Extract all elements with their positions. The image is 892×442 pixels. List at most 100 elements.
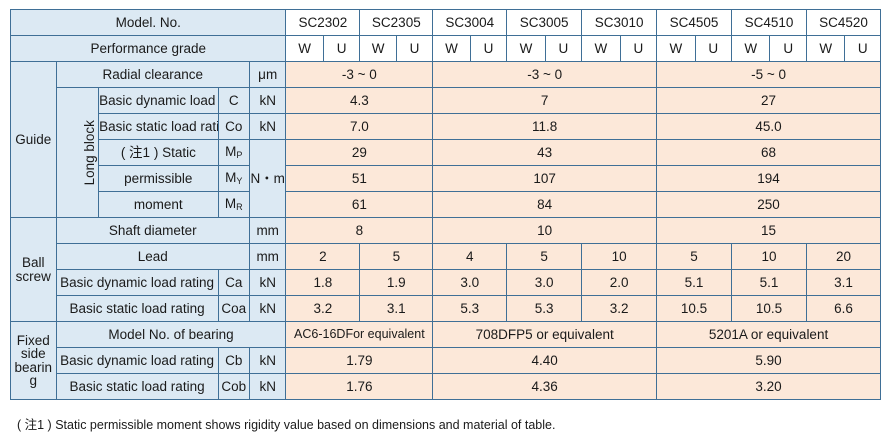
grade-cell: W	[805, 35, 846, 62]
long-block-label-cell: Long block	[55, 87, 100, 218]
moment-symbol-mr: MR	[217, 191, 250, 218]
guide-dynamic-row: Long block Basic dynamic load rating C k…	[11, 87, 881, 218]
value-cell: 5201A or equivalent	[656, 321, 881, 348]
value-cell: 10	[432, 217, 658, 244]
model-header: SC4510	[731, 9, 807, 36]
value-cell: 10.5	[656, 295, 733, 322]
guide-static-unit: kN	[248, 113, 287, 140]
grade-cell: W	[731, 35, 771, 62]
guide-static-label: Basic static load rating	[98, 113, 219, 140]
performance-grade-label: Performance grade	[9, 35, 287, 62]
moment-symbol-mp: MP	[217, 139, 250, 166]
bearing-model-label: Model No. of bearing	[55, 321, 287, 348]
long-block-label: Long block	[81, 119, 97, 186]
grade-cell: U	[544, 35, 583, 62]
ball-screw-section-label: Ball screw	[10, 217, 57, 322]
grade-cell: W	[285, 35, 324, 62]
bearing-dynamic-symbol: Cb	[217, 347, 250, 374]
guide-dynamic-symbol: C	[217, 87, 250, 114]
value-cell: 5.3	[432, 295, 508, 322]
grade-cell: U	[844, 35, 881, 62]
screw-static-row: Basic static load rating Coa kN 3.2 3.1 …	[11, 295, 882, 322]
bearing-static-label: Basic static load rating	[55, 373, 219, 400]
bearing-static-unit: kN	[248, 373, 287, 400]
value-cell: 1.76	[285, 373, 434, 400]
shaft-diameter-label: Shaft diameter	[55, 217, 250, 244]
value-cell: 3.0	[506, 269, 583, 296]
lead-label: Lead	[55, 243, 250, 270]
shaft-diameter-row: Ball screw Shaft diameter mm 8 10 15	[10, 217, 881, 322]
value-cell: 4	[432, 243, 508, 270]
value-cell: 1.79	[285, 347, 434, 374]
moment-label-line3: moment	[98, 191, 219, 218]
bearing-dynamic-row: Basic dynamic load rating Cb kN 1.79 4.4…	[11, 347, 881, 374]
value-cell: 2.0	[581, 269, 658, 296]
value-cell: 8	[285, 217, 434, 244]
guide-section-label: Guide	[10, 61, 57, 218]
value-cell: 3.2	[285, 295, 361, 322]
value-cell: 5	[359, 243, 434, 270]
value-cell: 5.90	[656, 347, 881, 374]
model-header: SC4505	[656, 9, 733, 36]
spec-table: Model. No. SC2302 SC2305 SC3004 SC3005 S…	[9, 9, 882, 400]
radial-clearance-row: Guide Radial clearance μm -3 ~ 0 -3 ~ 0 …	[10, 61, 881, 218]
value-cell: 6.6	[805, 295, 882, 322]
grade-cell: W	[432, 35, 471, 62]
grade-cell: W	[506, 35, 546, 62]
guide-static-row: Basic static load rating Co kN 7.0 11.8 …	[11, 113, 881, 140]
moment-label-line2: permissible	[98, 165, 219, 192]
model-no-label: Model. No.	[9, 9, 287, 36]
grade-cell: U	[619, 35, 658, 62]
value-cell: 4.3	[285, 87, 434, 114]
value-cell: -3 ~ 0	[285, 61, 434, 88]
grade-cell: W	[581, 35, 621, 62]
guide-dynamic-label: Basic dynamic load rating	[98, 87, 219, 114]
value-cell: 3.20	[656, 373, 881, 400]
value-cell: 10	[731, 243, 807, 270]
value-cell: 10.5	[731, 295, 807, 322]
screw-dynamic-unit: kN	[248, 269, 287, 296]
screw-static-unit: kN	[248, 295, 287, 322]
screw-dynamic-label: Basic dynamic load rating	[55, 269, 219, 296]
value-cell: 194	[656, 165, 881, 192]
value-cell: 5	[656, 243, 733, 270]
value-cell: 43	[432, 139, 658, 166]
grade-cell: U	[694, 35, 733, 62]
moment-mr-row: moment MR 61 84 250	[11, 191, 881, 218]
bearing-static-symbol: Cob	[217, 373, 250, 400]
radial-clearance-unit: μm	[248, 61, 287, 88]
value-cell: 68	[656, 139, 881, 166]
value-cell: 10	[581, 243, 658, 270]
bearing-model-row: Fixed side bearin g Model No. of bearing AC…	[10, 321, 881, 400]
value-cell: 250	[656, 191, 881, 218]
grade-cell: U	[395, 35, 434, 62]
grade-cell: U	[769, 35, 807, 62]
grade-cell: U	[469, 35, 508, 62]
lead-row: Lead mm 2 5 4 5 10 5 10 20	[11, 243, 882, 270]
screw-dynamic-symbol: Ca	[217, 269, 250, 296]
model-header: SC3004	[432, 9, 508, 36]
guide-static-symbol: Co	[217, 113, 250, 140]
screw-static-symbol: Coa	[217, 295, 250, 322]
value-cell: 7	[432, 87, 658, 114]
fixed-side-bearing-section-label: Fixed side bearin g	[10, 321, 57, 400]
lead-unit: mm	[248, 243, 287, 270]
value-cell: 3.2	[581, 295, 658, 322]
bearing-dynamic-label: Basic dynamic load rating	[55, 347, 219, 374]
value-cell: 3.0	[432, 269, 508, 296]
model-row: Model. No. SC2302 SC2305 SC3004 SC3005 S…	[9, 9, 882, 36]
bearing-static-row: Basic static load rating Cob kN 1.76 4.3…	[11, 373, 881, 400]
bearing-dynamic-unit: kN	[248, 347, 287, 374]
model-header: SC4520	[805, 9, 882, 36]
value-cell: 51	[285, 165, 434, 192]
screw-dynamic-row: Basic dynamic load rating Ca kN 1.8 1.9 …	[11, 269, 882, 296]
value-cell: 2	[285, 243, 361, 270]
value-cell: 61	[285, 191, 434, 218]
value-cell: 5.3	[506, 295, 583, 322]
model-header: SC3005	[506, 9, 583, 36]
value-cell: 4.36	[432, 373, 658, 400]
moment-mp-row: ( 注1 ) Static MP N・m 29 43 68	[11, 139, 881, 218]
grade-cell: U	[322, 35, 361, 62]
moment-symbol-my: MY	[217, 165, 250, 192]
footnote: ( 注1 ) Static permissible moment shows r…	[17, 418, 556, 432]
